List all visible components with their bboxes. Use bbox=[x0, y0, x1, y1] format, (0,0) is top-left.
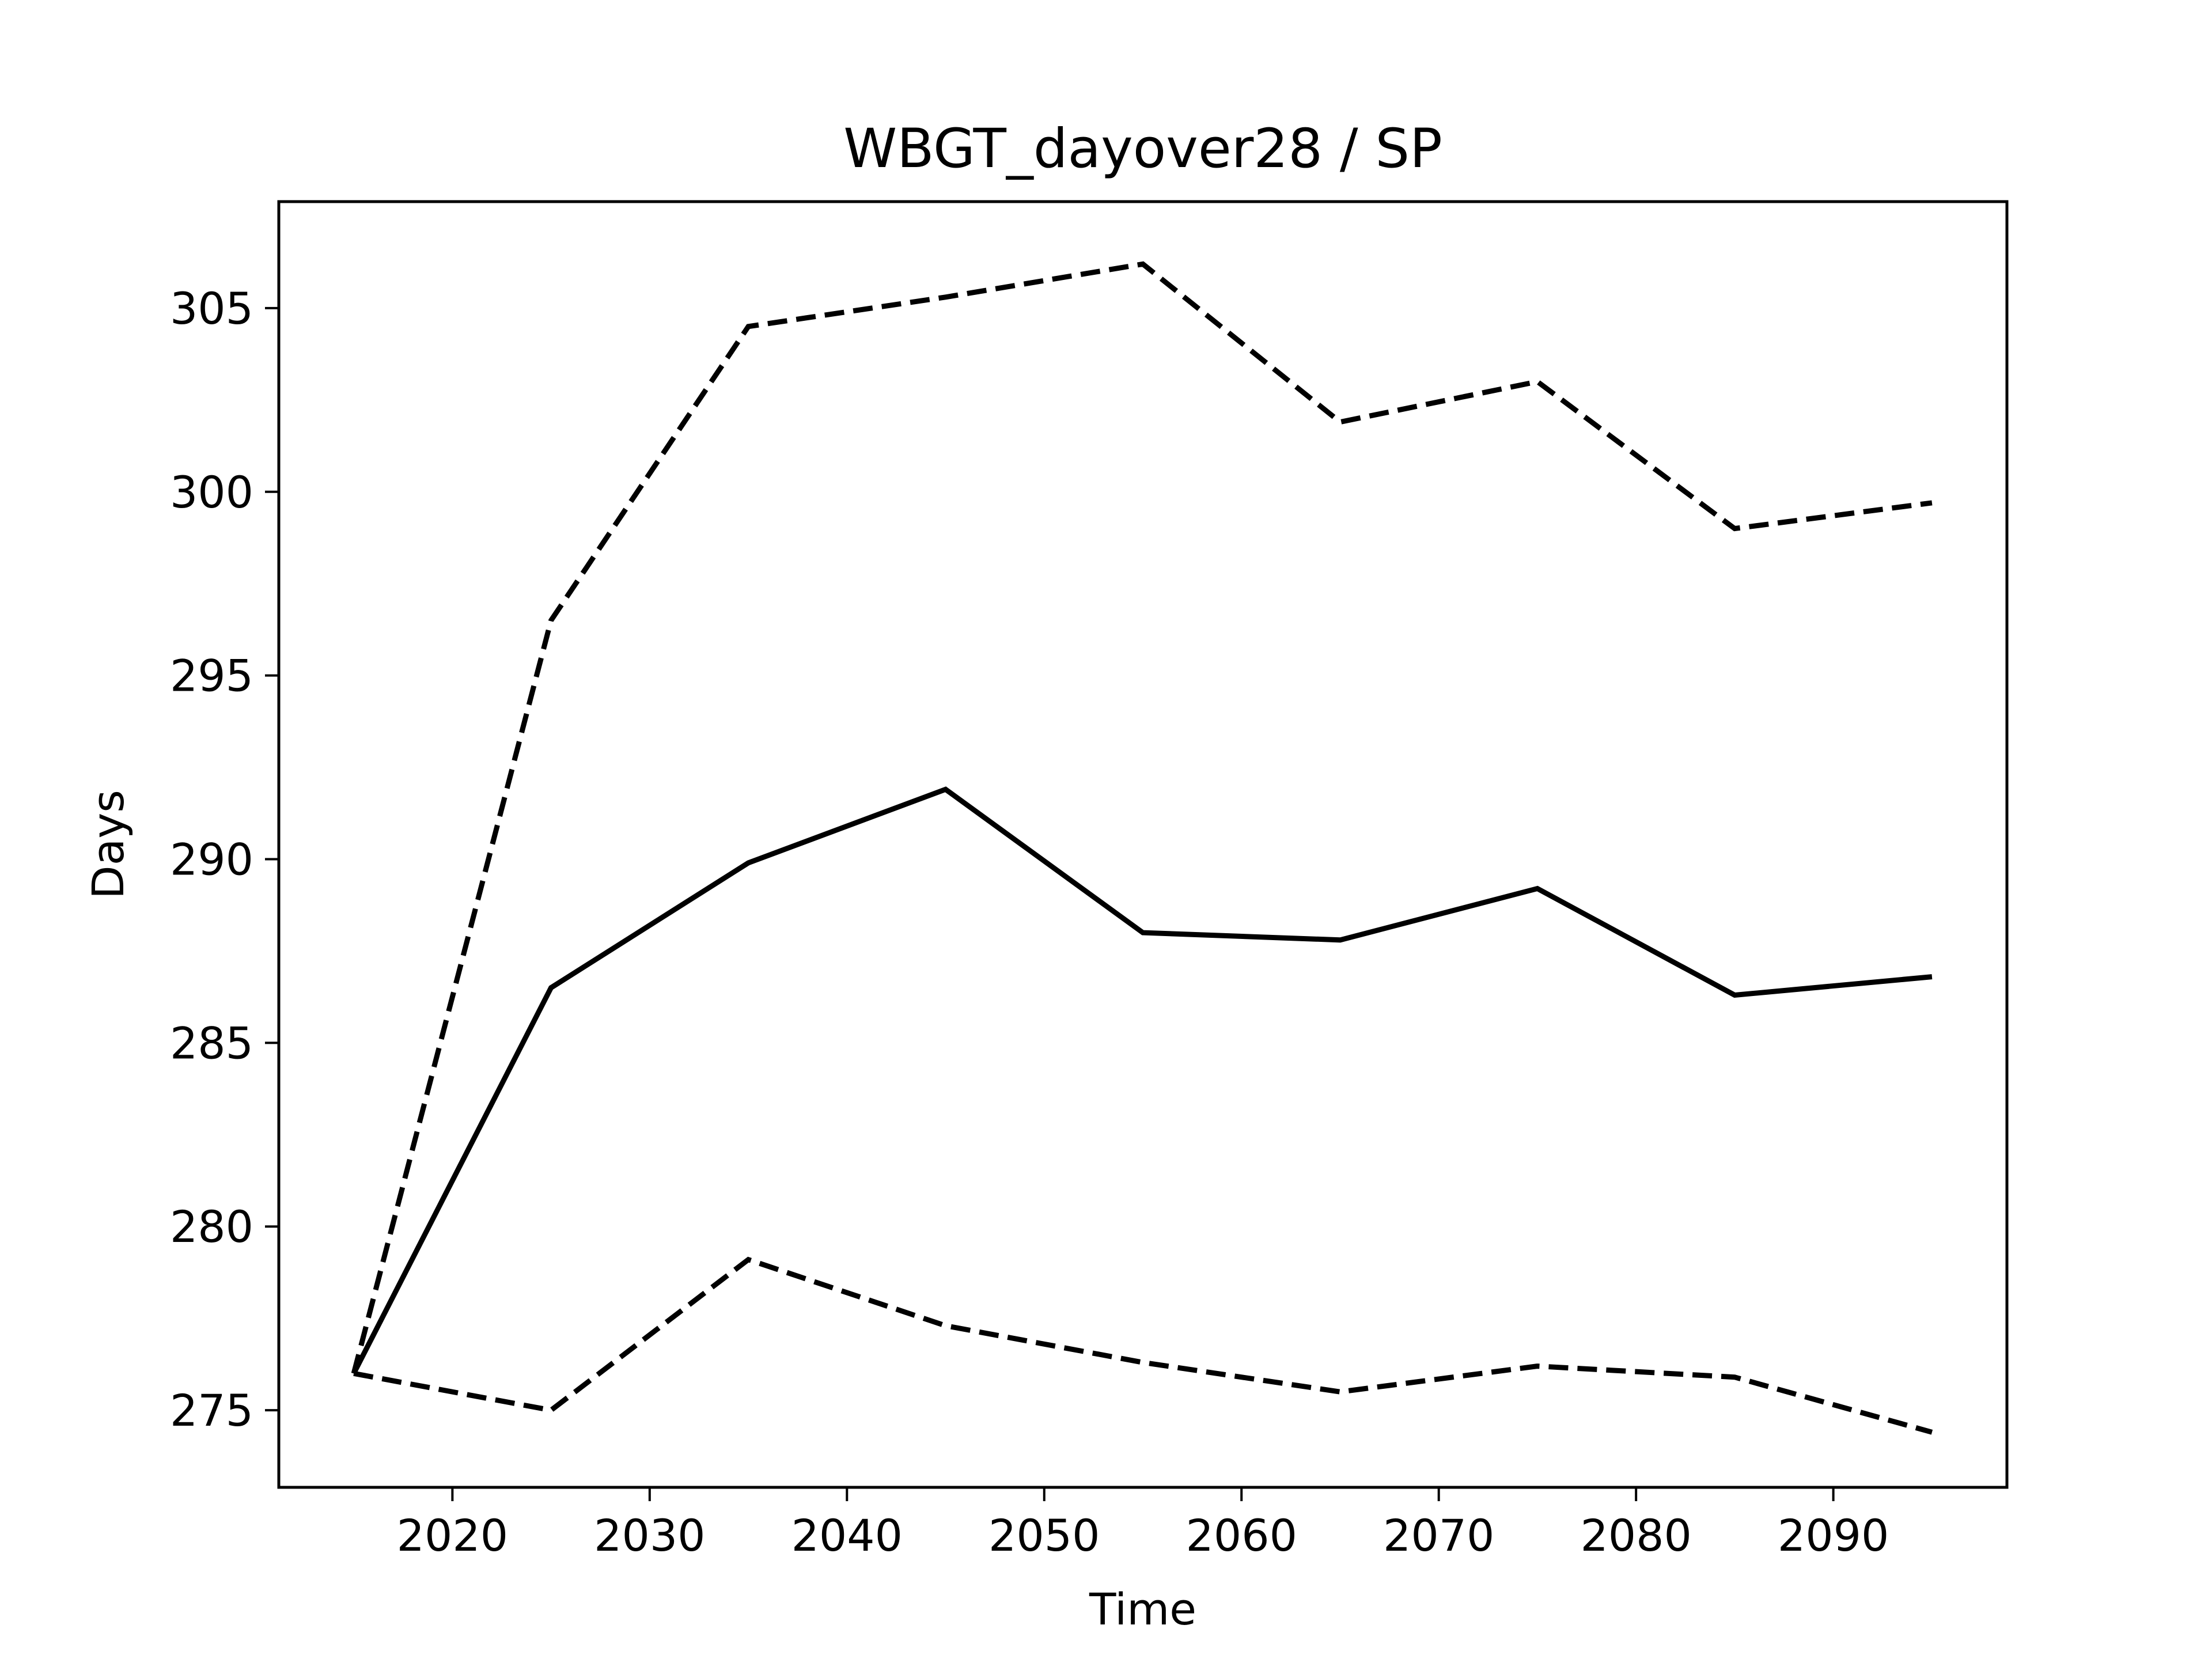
x-tick-label-2050: 2050 bbox=[988, 1510, 1100, 1561]
series-line-3 bbox=[353, 1256, 1933, 1435]
y-axis-label: Days bbox=[82, 790, 134, 899]
y-tick-label-275: 275 bbox=[170, 1385, 253, 1436]
plot-area bbox=[277, 200, 2009, 1489]
x-axis-label: Time bbox=[1089, 1584, 1196, 1635]
x-tick-label-2070: 2070 bbox=[1383, 1510, 1494, 1561]
x-tick-label-2090: 2090 bbox=[1778, 1510, 1889, 1561]
y-axis: 275 280 285 290 295 300 305 bbox=[170, 283, 279, 1436]
y-tick-label-295: 295 bbox=[170, 650, 253, 702]
x-tick-label-2060: 2060 bbox=[1186, 1510, 1297, 1561]
chart-title: WBGT_dayover28 / SP bbox=[843, 118, 1442, 180]
series-layer bbox=[351, 261, 1933, 1435]
series-line-1 bbox=[351, 786, 1933, 1375]
y-tick-label-285: 285 bbox=[170, 1017, 253, 1069]
y-tick-label-305: 305 bbox=[170, 283, 253, 334]
x-tick-label-2020: 2020 bbox=[397, 1510, 508, 1561]
y-tick-label-290: 290 bbox=[170, 834, 253, 885]
plot-frame bbox=[277, 200, 2009, 1489]
x-axis: 2020 2030 2040 2050 2060 2070 2080 2090 bbox=[397, 1487, 1889, 1561]
y-tick-label-280: 280 bbox=[170, 1201, 253, 1252]
y-tick-label-300: 300 bbox=[170, 467, 253, 518]
x-tick-label-2080: 2080 bbox=[1580, 1510, 1691, 1561]
series-line-2 bbox=[351, 261, 1933, 1374]
x-tick-label-2040: 2040 bbox=[791, 1510, 903, 1561]
x-tick-label-2030: 2030 bbox=[594, 1510, 705, 1561]
